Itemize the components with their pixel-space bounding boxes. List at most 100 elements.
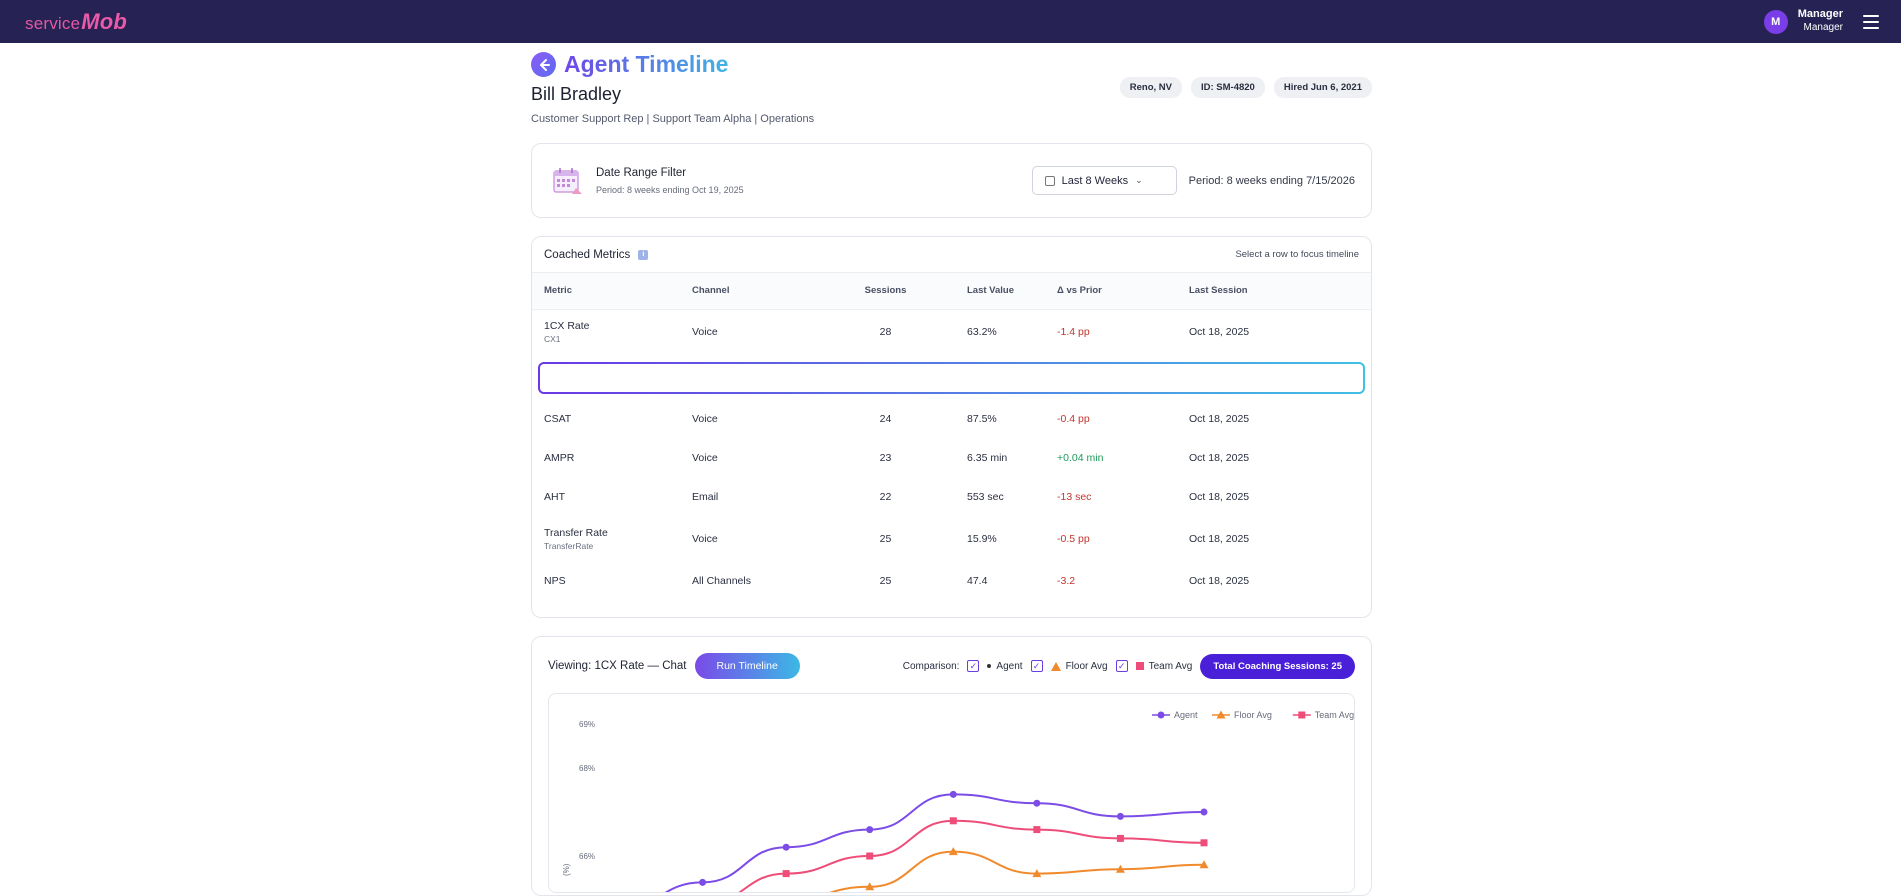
last-session-cell: Oct 18, 2025 [1189, 370, 1250, 383]
filter-period-note: Period: 8 weeks ending Oct 19, 2025 [596, 184, 744, 195]
timeline-chart: 69% 68% 66% (%) Agent Floor Avg Team Avg [548, 693, 1355, 893]
metric-cell: CSAT [532, 399, 692, 438]
floor-avg-toggle-checkbox[interactable]: ✓ [1030, 660, 1043, 672]
date-range-select[interactable]: Last 8 Weeks ⌄ [1031, 166, 1177, 195]
delta-cell: -0.4 pp [1057, 412, 1090, 425]
metric-cell: AMPR [532, 438, 692, 477]
last-session-cell: Oct 18, 2025 [1189, 412, 1250, 425]
table-row[interactable]: AMPR Voice 23 6.35 min +0.04 min Oct 18, 2025 [532, 438, 1371, 477]
total-sessions-badge: Total Coaching Sessions: 25 [1200, 653, 1355, 679]
agent-point [1033, 799, 1041, 807]
sessions-cell: 28 [879, 325, 892, 338]
metric-name: 1CX Rate [544, 364, 590, 377]
app-logo[interactable]: service Mob [25, 9, 127, 35]
coached-metrics-card: Coached Metrics i Select a row to focus … [531, 236, 1372, 618]
delta-cell: -13 sec [1057, 490, 1092, 503]
agent-marker-icon [987, 664, 992, 668]
last-value-cell: 553 sec [967, 490, 1004, 503]
legend-circle-icon [1157, 711, 1165, 719]
hired-chip: Hired Jun 6, 2021 [1273, 77, 1372, 98]
channel-cell: Email [692, 490, 719, 503]
channel-cell: All Channels [692, 574, 751, 587]
legend-label: Floor Avg [1234, 710, 1272, 720]
metric-name: 1CX Rate [544, 319, 590, 332]
back-arrow-icon[interactable] [531, 52, 556, 77]
agent-name: Bill Bradley [531, 84, 622, 104]
agent-info-row: Bill Bradley Customer Support Rep | Supp… [531, 77, 1372, 125]
team-avg-point [782, 870, 790, 878]
user-role: Manager [1803, 22, 1843, 34]
y-tick-label: 66% [579, 852, 595, 861]
last-session-cell: Oct 18, 2025 [1189, 451, 1250, 464]
agent-subtitle: Customer Support Rep | Support Team Alph… [531, 113, 815, 125]
col-channel[interactable]: Channel [692, 273, 842, 310]
agent-toggle-checkbox[interactable]: ✓ [967, 660, 980, 672]
agent-point [1116, 812, 1124, 820]
floor-avg-toggle-label: Floor Avg [1065, 660, 1108, 672]
table-row[interactable]: NPS All Channels 25 47.4 -3.2 Oct 18, 2025 [532, 561, 1371, 600]
run-timeline-button[interactable]: Run Timeline [694, 653, 800, 679]
legend-label: Agent [1174, 710, 1198, 720]
channel-cell: Voice [692, 532, 718, 545]
last-value-cell: 67.5% [967, 370, 997, 383]
team-avg-toggle-checkbox[interactable]: ✓ [1115, 660, 1128, 672]
agent-point [1200, 808, 1208, 816]
filter-title: Date Range Filter [596, 166, 687, 179]
sessions-cell: 23 [879, 451, 892, 464]
logo-prefix: service [25, 13, 81, 33]
channel-cell: Chat [692, 370, 715, 383]
team-avg-point [866, 852, 874, 860]
timeline-chart-svg: 69% 68% 66% (%) Agent Floor Avg Team Avg [562, 710, 1354, 892]
metrics-hint: Select a row to focus timeline [1235, 249, 1359, 260]
title-row: Agent Timeline [531, 51, 1372, 78]
col-last-value[interactable]: Last Value [929, 273, 1057, 310]
y-tick-label: 68% [579, 764, 595, 773]
channel-cell: Voice [692, 451, 718, 464]
date-range-filter-card: Date Range Filter Period: 8 weeks ending… [531, 143, 1372, 218]
main-content: Agent Timeline Bill Bradley Customer Sup… [531, 43, 1372, 896]
user-name: Manager [1797, 8, 1843, 21]
last-value-cell: 63.2% [967, 325, 997, 338]
agent-toggle-label: Agent [996, 660, 1023, 672]
table-row[interactable]: AHT Email 22 553 sec -13 sec Oct 18, 2025 [532, 477, 1371, 516]
metrics-title: Coached Metrics [544, 248, 631, 261]
team-avg-point [1033, 826, 1041, 834]
user-info: Manager Manager [1798, 8, 1843, 34]
square-marker-icon [1135, 662, 1144, 670]
col-metric[interactable]: Metric [532, 273, 692, 310]
sessions-cell: 25 [879, 370, 892, 383]
delta-cell: -0.5 pp [1057, 532, 1090, 545]
delta-cell: -1.4 pp [1057, 325, 1090, 338]
timeline-card: Viewing: 1CX Rate — Chat Run Timeline Co… [531, 636, 1372, 896]
legend-triangle-icon [1216, 710, 1226, 719]
metric-name: AMPR [544, 451, 575, 464]
sessions-cell: 25 [879, 532, 892, 545]
triangle-marker-icon [1050, 661, 1061, 671]
col-last-session[interactable]: Last Session [1189, 273, 1371, 310]
hamburger-menu-icon[interactable] [1863, 14, 1879, 29]
last-value-cell: 6.35 min [967, 451, 1008, 464]
date-range-value: Last 8 Weeks [1061, 174, 1129, 187]
table-row[interactable]: Transfer Rate TransferRate Voice 25 15.9% -0.… [532, 516, 1371, 561]
table-row[interactable]: 1CX Rate CX1 Chat 25 67.5% +0.2 pp Oct 18, 202… [532, 354, 1371, 399]
metric-cell: 1CX Rate CX1 [532, 354, 692, 399]
avatar[interactable]: M [1763, 9, 1788, 34]
series-line-team-avg [738, 819, 1205, 892]
info-icon[interactable]: i [638, 249, 649, 260]
last-session-cell: Oct 18, 2025 [1189, 490, 1250, 503]
col-delta[interactable]: Δ vs Prior [1057, 273, 1189, 310]
y-axis-label: (%) [562, 863, 571, 876]
team-avg-point [949, 817, 957, 825]
last-value-cell: 87.5% [967, 412, 997, 425]
legend-label: Team Avg [1315, 710, 1354, 720]
last-value-cell: 15.9% [967, 532, 997, 545]
calendar-icon [553, 167, 582, 194]
metric-name: AHT [544, 490, 565, 503]
metric-code: CX1 [544, 378, 561, 389]
table-row[interactable]: CSAT Voice 24 87.5% -0.4 pp Oct 18, 2025 [532, 399, 1371, 438]
metric-name: Transfer Rate [544, 526, 608, 539]
table-row[interactable]: 1CX Rate CX1 Voice 28 63.2% -1.4 pp Oct 18, 20… [532, 309, 1371, 354]
metric-cell: NPS [532, 561, 692, 600]
col-sessions[interactable]: Sessions [842, 273, 929, 310]
last-session-cell: Oct 18, 2025 [1189, 532, 1250, 545]
